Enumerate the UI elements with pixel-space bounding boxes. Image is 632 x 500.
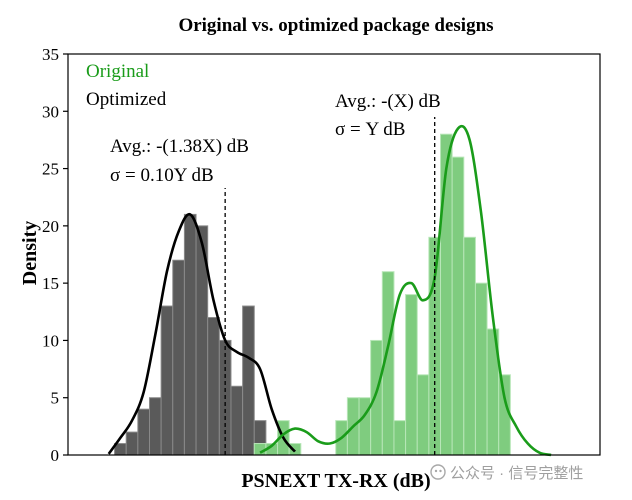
legend-original: Original — [86, 61, 149, 82]
y-tick-label-3: 15 — [42, 274, 59, 293]
plot-frame — [67, 53, 601, 456]
annotations: Avg.: -(1.38X) dB σ = 0.10Y dB Avg.: -(X… — [110, 91, 441, 186]
original-bar-14 — [416, 374, 430, 456]
original-avg-annotation: Avg.: -(X) dB — [335, 91, 441, 112]
optimized-avg-annotation: Avg.: -(1.38X) dB — [110, 136, 249, 157]
plot-background — [68, 54, 600, 455]
original-extra-bar-2 — [474, 282, 488, 456]
legend: Original Optimized — [86, 61, 167, 110]
original-sigma-annotation: σ = Y dB — [335, 119, 405, 140]
optimized-bar-2 — [137, 408, 150, 456]
y-tick-label-2: 10 — [42, 331, 59, 350]
original-bar-16 — [440, 133, 453, 456]
optimized-sigma-annotation: σ = 0.10Y dB — [110, 165, 214, 186]
optimized-bar-5 — [172, 259, 185, 456]
legend-optimized: Optimized — [86, 89, 167, 110]
wechat-icon — [430, 464, 446, 480]
optimized-bar-8 — [207, 317, 220, 456]
chart-title: Original vs. optimized package designs — [178, 15, 493, 36]
y-tick-label-4: 20 — [42, 217, 59, 236]
x-axis-label: PSNEXT TX-RX (dB) — [241, 470, 430, 492]
original-extra-bar-0 — [451, 156, 465, 456]
y-tick-label-5: 25 — [42, 160, 59, 179]
optimized-bar-4 — [160, 305, 174, 456]
watermark: 公众号 · 信号完整性 — [430, 464, 583, 482]
watermark-text: 公众号 · 信号完整性 — [450, 465, 583, 482]
y-axis-label: Density — [19, 221, 41, 285]
wechat-icon-dot-2 — [439, 469, 442, 473]
original-bar-12 — [393, 420, 407, 456]
optimized-bar-10 — [230, 385, 244, 456]
original-density-curve — [259, 124, 552, 457]
y-tick-label-0: 0 — [51, 446, 60, 465]
wechat-icon-dot — [434, 469, 438, 473]
optimized-density-curve — [107, 212, 297, 455]
original-bar-13 — [405, 294, 418, 456]
optimized-bar-3 — [148, 397, 162, 456]
optimized-bar-6 — [183, 213, 197, 456]
plot-area: 0 5 10 15 20 25 30 35 — [42, 45, 601, 465]
original-bar-10 — [370, 339, 383, 456]
y-tick-label-1: 5 — [51, 389, 60, 408]
optimized-bar-1 — [125, 431, 139, 456]
y-tick-label-6: 30 — [42, 102, 59, 121]
original-extra-bar-1 — [463, 236, 476, 456]
y-tick-label-7: 35 — [42, 45, 59, 64]
optimized-bar-11 — [242, 305, 255, 456]
